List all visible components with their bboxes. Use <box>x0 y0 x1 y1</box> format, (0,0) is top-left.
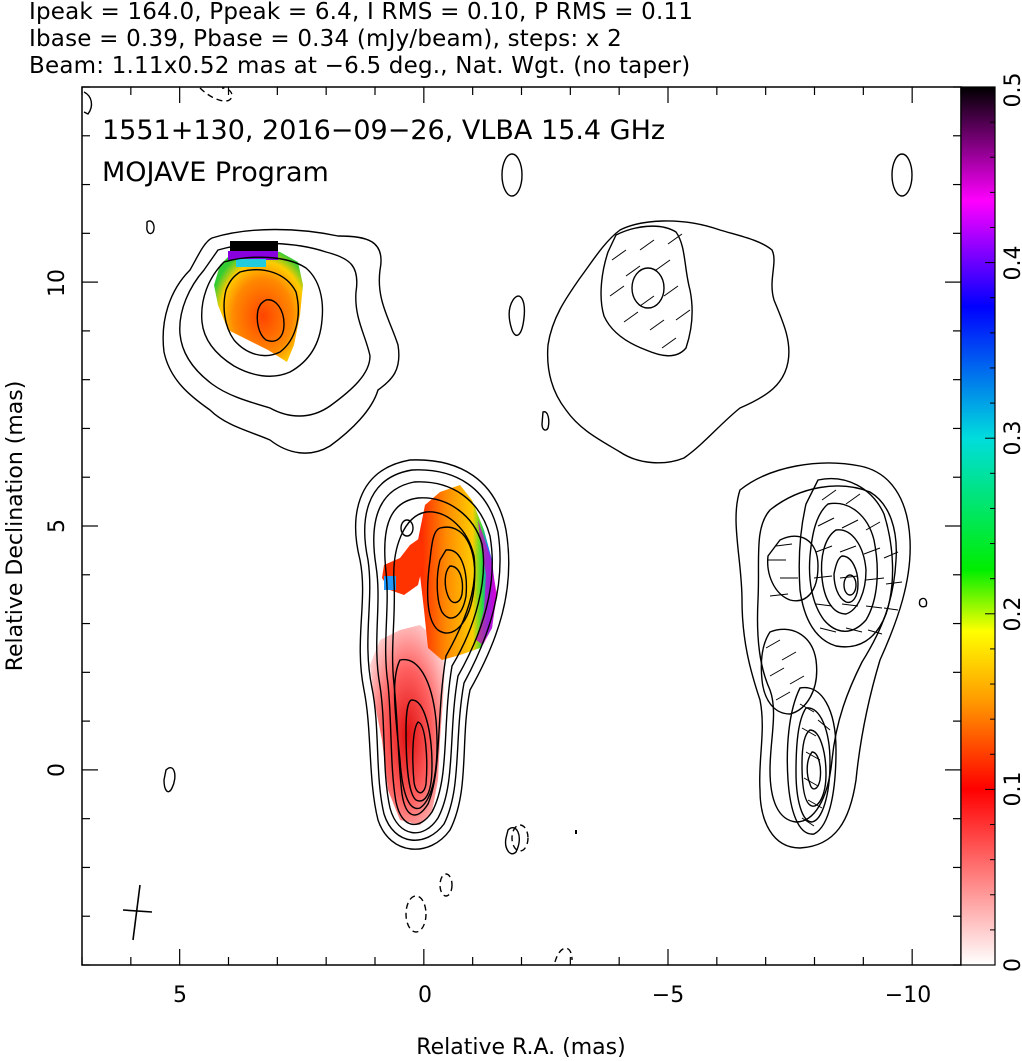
right-jet-contour-2 <box>808 502 878 632</box>
lobe-contour-3 <box>201 256 324 377</box>
y-tick-label-0: 0 <box>45 763 70 777</box>
lobe-contour-5 <box>256 299 285 342</box>
core-contour-6 <box>393 658 438 810</box>
right-jet-peak <box>843 574 857 596</box>
beam-ellipse-left <box>501 153 523 197</box>
axis-ticks <box>81 86 962 966</box>
core-contour-3 <box>373 481 493 834</box>
lobe-top-black <box>230 241 278 251</box>
plot-subtitle: MOJAVE Program <box>102 157 329 188</box>
right-base-contour-3 <box>801 729 827 807</box>
core-contour-2 <box>364 469 501 841</box>
x-axis-label: Relative R.A. (mas) <box>416 1035 625 1060</box>
header-line-2: Ibase = 0.39, Pbase = 0.34 (mJy/beam), s… <box>29 26 622 52</box>
core-contour-7 <box>405 699 433 802</box>
noise-contour-3 <box>163 767 176 793</box>
negative-contours <box>199 87 573 963</box>
neg-contour-5 <box>554 947 573 963</box>
neg-contour-4 <box>511 824 529 852</box>
right-lobe-inner <box>600 225 693 357</box>
right-base-contour-2 <box>795 707 831 823</box>
colorbar-tick-label-0.2: 0.2 <box>1001 597 1022 632</box>
right-core-contour-1 <box>735 462 911 849</box>
x-tick-label-0: 0 <box>418 983 432 1008</box>
colorbar <box>960 86 996 966</box>
right-knot-contour <box>767 535 819 602</box>
right-base-contour-4 <box>806 751 822 790</box>
right-lobe-core <box>631 267 665 309</box>
intensity-contours-right <box>546 153 928 849</box>
jet-contour-1 <box>426 526 476 634</box>
colorbar-tick-label-0.1: 0.1 <box>1001 772 1022 807</box>
lobe-contour-4 <box>223 269 299 357</box>
x-tick-label-5: 5 <box>173 983 187 1008</box>
noise-contour-1 <box>508 295 526 337</box>
header-line-1: Ipeak = 164.0, Ppeak = 6.4, I RMS = 0.10… <box>29 0 694 25</box>
right-jet-contour-3 <box>820 529 867 615</box>
colorbar-tick-label-0.5: 0.5 <box>1001 73 1022 108</box>
right-jet-contour-4 <box>833 555 859 604</box>
header-line-3: Beam: 1.11x0.52 mas at −6.5 deg., Nat. W… <box>29 53 691 79</box>
plot-frame <box>81 86 962 966</box>
colorbar-tick-label-0.3: 0.3 <box>1001 421 1022 456</box>
y-axis-label: Relative Declination (mas) <box>3 381 28 672</box>
right-core-contour-2 <box>756 485 897 823</box>
lobe-top-purple <box>228 251 278 260</box>
noise-contour-6 <box>83 91 93 115</box>
colorbar-tick-label-0.4: 0.4 <box>1001 246 1022 281</box>
neg-contour-2 <box>405 895 427 933</box>
plot-title: 1551+130, 2016−09−26, VLBA 15.4 GHz <box>102 115 666 146</box>
core-contour-8 <box>412 721 428 794</box>
neg-contour-1 <box>199 87 233 102</box>
core-contour-1 <box>355 459 510 850</box>
jet-contour-3 <box>444 565 464 604</box>
colorbar-tick-label-0: 0 <box>1001 958 1022 972</box>
lobe-top-cyan <box>236 259 266 267</box>
jet-contour-2 <box>436 549 468 619</box>
noise-contour-4 <box>146 220 155 235</box>
colorbar-ticks <box>985 86 995 966</box>
jet-west-edge <box>476 520 497 645</box>
beam-ellipse-right <box>891 153 913 197</box>
y-tick-label-5: 5 <box>45 519 70 533</box>
right-noise-contour <box>918 597 928 608</box>
y-tick-label-10: 10 <box>45 269 70 297</box>
lobe-contour-2 <box>179 242 371 417</box>
neg-contour-3 <box>439 873 453 897</box>
right-jet-contour-1 <box>798 478 894 648</box>
right-mid-contour <box>760 628 818 715</box>
core-contour-4 <box>384 497 485 826</box>
lobe-contour-1 <box>162 228 400 454</box>
noise-contour-2 <box>541 411 550 431</box>
jet-small-contour <box>400 519 414 537</box>
right-lobe-contour <box>546 220 790 464</box>
right-base-contour-1 <box>786 686 837 835</box>
x-tick-label-minus-5: −5 <box>652 983 684 1008</box>
x-tick-label-minus-10: −10 <box>885 983 931 1008</box>
intensity-contours-left <box>83 91 550 855</box>
beam-cross <box>122 884 153 941</box>
evpa-sticks <box>609 233 903 827</box>
